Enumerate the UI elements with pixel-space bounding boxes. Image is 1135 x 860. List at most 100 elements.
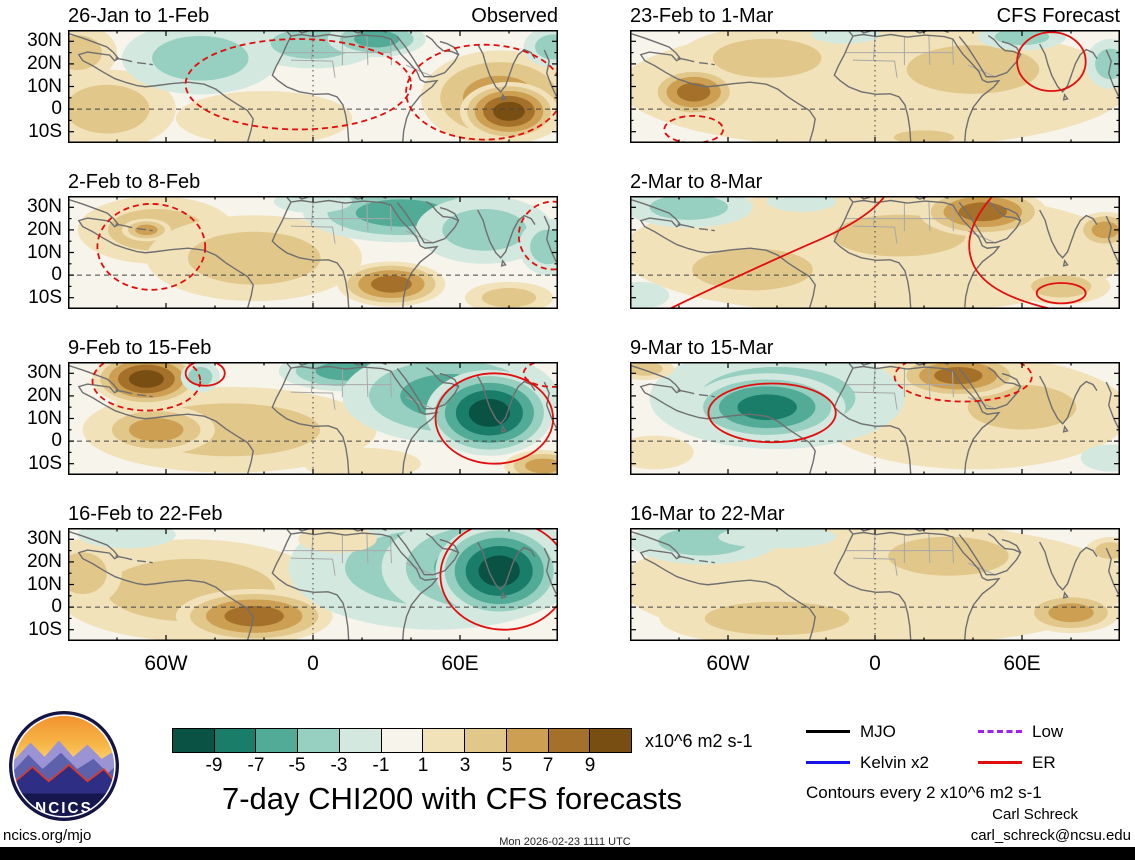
y-axis-label: 10N <box>27 574 62 595</box>
legend-row: Kelvin x2 ER <box>806 747 1135 778</box>
country-borders <box>284 368 433 410</box>
gridlines <box>68 30 558 143</box>
panel-header: 26-Jan to 1-Feb Observed <box>68 4 558 28</box>
credit-name: Carl Schreck <box>992 806 1078 823</box>
y-axis-label: 10N <box>27 408 62 429</box>
er-line-sample <box>978 761 1022 764</box>
colorbar-segment <box>297 729 339 752</box>
anomaly-shading <box>77 196 558 309</box>
y-axis-label: 30N <box>27 528 62 549</box>
y-axis-label: 10S <box>28 287 62 308</box>
logo-text: NCICS <box>35 800 93 817</box>
gridlines <box>68 196 558 309</box>
x-axis-label: 60E <box>1003 652 1041 675</box>
y-axis-label: 10S <box>28 453 62 474</box>
colorbar-segment <box>505 729 548 752</box>
panel-date-range: 2-Feb to 8-Feb <box>68 171 201 193</box>
anomaly-shading <box>82 362 558 475</box>
gridlines <box>630 196 1120 309</box>
legend-item-low: Low <box>978 722 1135 742</box>
y-axis-label: 20N <box>27 551 62 572</box>
colorbar-segment <box>380 729 423 752</box>
colorbar-segment <box>464 729 506 752</box>
legend-label: Low <box>1032 721 1064 741</box>
wave-contours <box>708 362 1031 442</box>
y-axis-label: 20N <box>27 219 62 240</box>
panel-date-range: 9-Mar to 15-Mar <box>630 337 774 359</box>
low-line-sample <box>978 730 1022 733</box>
legend-item-mjo: MJO <box>806 722 978 742</box>
colorbar-segment <box>422 729 465 752</box>
mjo-line-sample <box>806 730 850 733</box>
x-axis-label: 0 <box>307 652 319 675</box>
coastlines <box>68 528 557 641</box>
panel-header: 9-Mar to 15-Mar <box>630 336 1120 360</box>
logo-outer-ring <box>9 711 119 821</box>
wave-contours <box>440 528 558 630</box>
y-axis-label: 30N <box>27 362 62 383</box>
coastlines <box>68 196 557 309</box>
panel-header: 2-Mar to 8-Mar <box>630 170 1120 194</box>
map-panel <box>68 196 558 309</box>
gridlines <box>68 362 558 475</box>
country-borders <box>284 202 433 244</box>
x-axis-label: 60W <box>706 652 750 675</box>
legend-item-er: ER <box>978 753 1135 773</box>
panel-date-range: 2-Mar to 8-Mar <box>630 171 763 193</box>
colorbar-segment <box>213 729 256 752</box>
map-plot <box>630 362 1120 475</box>
bottom-black-bar <box>0 847 1135 860</box>
y-axis-label: 20N <box>27 385 62 406</box>
credit-email: carl_schreck@ncsu.edu <box>970 827 1131 844</box>
colorbar-tick-label: -7 <box>247 755 265 776</box>
map-panel <box>630 362 1120 475</box>
panel-column-label: CFS Forecast <box>996 5 1120 27</box>
panel-header: 23-Feb to 1-Mar CFS Forecast <box>630 4 1120 28</box>
panel-date-range: 16-Mar to 22-Mar <box>630 503 785 525</box>
legend-label: Kelvin x2 <box>860 752 929 772</box>
anomaly-shading <box>630 30 1120 143</box>
wave-contours <box>97 202 558 290</box>
country-borders <box>284 36 433 78</box>
map-panel <box>630 528 1120 641</box>
legend-item-kelvin-x2: Kelvin x2 <box>806 753 978 773</box>
colorbar-tick-label: -3 <box>330 755 348 776</box>
colorbar <box>172 728 632 753</box>
x-axis-label: 60E <box>441 652 479 675</box>
map-plot <box>68 30 558 143</box>
colorbar-segment <box>589 729 632 752</box>
wave-legend: MJO Low Kelvin x2 ER <box>806 716 1135 778</box>
y-axis-label: 10S <box>28 619 62 640</box>
country-borders <box>846 202 995 244</box>
map-panel <box>630 196 1120 309</box>
map-plot <box>68 362 558 475</box>
panel-date-range: 23-Feb to 1-Mar <box>630 5 774 27</box>
map-plot <box>68 196 558 309</box>
x-axis-label: 0 <box>869 652 881 675</box>
coastlines <box>630 30 1119 143</box>
map-panel <box>630 30 1120 143</box>
panel-header: 2-Feb to 8-Feb <box>68 170 558 194</box>
logo-ridge-line <box>13 763 115 784</box>
colorbar-tick-label: -9 <box>205 755 223 776</box>
map-panel <box>68 362 558 475</box>
panel-date-range: 9-Feb to 15-Feb <box>68 337 212 359</box>
footer-site-url: ncics.org/mjo <box>3 827 92 844</box>
map-panel <box>68 528 558 641</box>
logo-inner-ring <box>12 714 116 818</box>
country-borders <box>846 36 995 78</box>
panel-date-range: 16-Feb to 22-Feb <box>68 503 223 525</box>
map-plot <box>68 528 558 641</box>
coastlines <box>68 30 557 143</box>
colorbar-units-label: x10^6 m2 s-1 <box>645 731 753 751</box>
colorbar-tick-label: 7 <box>542 755 554 776</box>
y-axis-label: 10N <box>27 242 62 263</box>
footer-timestamp: Mon 2026-02-23 1111 UTC <box>499 836 631 848</box>
y-axis-label: 0 <box>51 98 62 119</box>
colorbar-tick-label: -5 <box>288 755 306 776</box>
legend-row: MJO Low <box>806 716 1135 747</box>
colorbar-segment <box>547 729 590 752</box>
wave-contours <box>186 39 558 140</box>
gridlines <box>630 30 1120 143</box>
